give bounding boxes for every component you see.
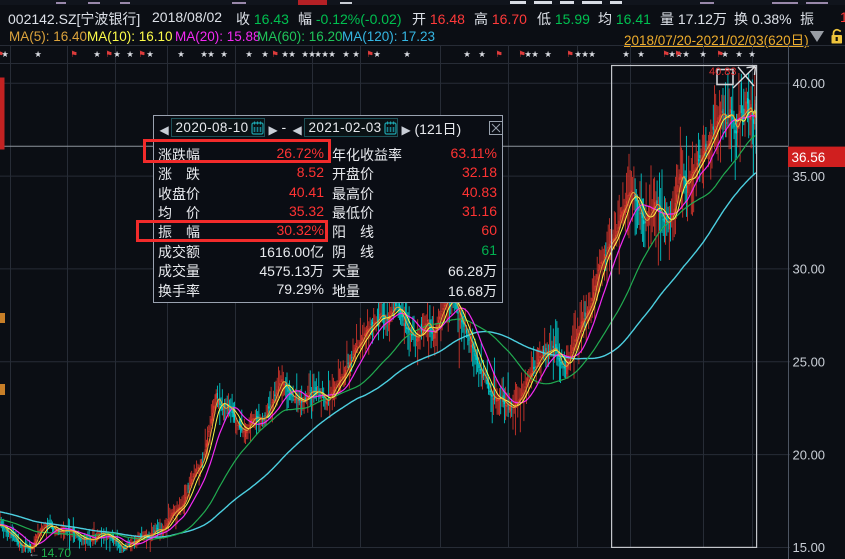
svg-text:★: ★ [93,49,101,59]
svg-text:★: ★ [581,49,589,59]
svg-text:★: ★ [588,49,596,59]
svg-text:★: ★ [748,49,756,59]
svg-text:⚑: ⚑ [566,49,574,59]
svg-text:★: ★ [699,49,707,59]
svg-text:★: ★ [113,49,121,59]
svg-text:←: ← [28,546,40,559]
svg-text:★: ★ [207,49,215,59]
svg-text:★: ★ [352,49,360,59]
svg-text:⚑: ⚑ [716,49,724,59]
svg-text:★: ★ [682,49,690,59]
svg-text:★: ★ [735,49,743,59]
svg-text:⚑: ⚑ [366,49,374,59]
svg-text:★: ★ [403,49,411,59]
svg-text:⚑: ⚑ [138,49,146,59]
svg-text:★: ★ [308,49,316,59]
svg-text:36.56: 36.56 [792,150,826,165]
svg-text:14.70: 14.70 [41,546,71,559]
svg-text:⚑: ⚑ [662,49,670,59]
svg-text:★: ★ [668,49,676,59]
svg-text:★: ★ [524,49,532,59]
svg-text:⚑: ⚑ [495,49,503,59]
svg-text:★: ★ [637,49,645,59]
svg-text:⚑: ⚑ [271,49,279,59]
svg-text:15.00: 15.00 [793,540,826,555]
svg-text:★: ★ [301,49,309,59]
svg-text:★: ★ [261,49,269,59]
svg-text:★: ★ [126,49,134,59]
svg-text:★: ★ [328,49,336,59]
svg-text:★: ★ [574,49,582,59]
svg-text:★: ★ [342,49,350,59]
svg-text:25.00: 25.00 [793,355,826,370]
svg-text:★: ★ [373,49,381,59]
svg-text:40.00: 40.00 [793,76,826,91]
svg-text:★: ★ [146,49,154,59]
svg-text:★: ★ [531,49,539,59]
svg-text:★: ★ [478,49,486,59]
svg-text:★: ★ [675,49,683,59]
svg-text:★: ★ [544,49,552,59]
svg-text:35.00: 35.00 [793,169,826,184]
svg-text:★: ★ [622,49,630,59]
svg-text:★: ★ [281,49,289,59]
svg-text:★: ★ [288,49,296,59]
svg-text:★: ★ [1,49,9,59]
svg-text:★: ★ [314,49,322,59]
svg-text:★: ★ [34,49,42,59]
svg-text:★: ★ [177,49,185,59]
svg-text:★: ★ [721,49,729,59]
svg-text:30.00: 30.00 [793,262,826,277]
svg-text:⚑: ⚑ [70,49,78,59]
svg-text:⚑: ⚑ [518,49,526,59]
svg-text:⚑: ⚑ [105,49,113,59]
svg-text:⚑: ⚑ [674,49,682,59]
svg-text:⚑: ⚑ [0,49,4,59]
svg-text:★: ★ [200,49,208,59]
svg-text:★: ★ [463,49,471,59]
svg-text:40.83: 40.83 [709,66,737,78]
svg-text:20.00: 20.00 [793,447,826,462]
svg-text:★: ★ [245,49,253,59]
svg-text:★: ★ [321,49,329,59]
svg-text:★: ★ [220,49,228,59]
